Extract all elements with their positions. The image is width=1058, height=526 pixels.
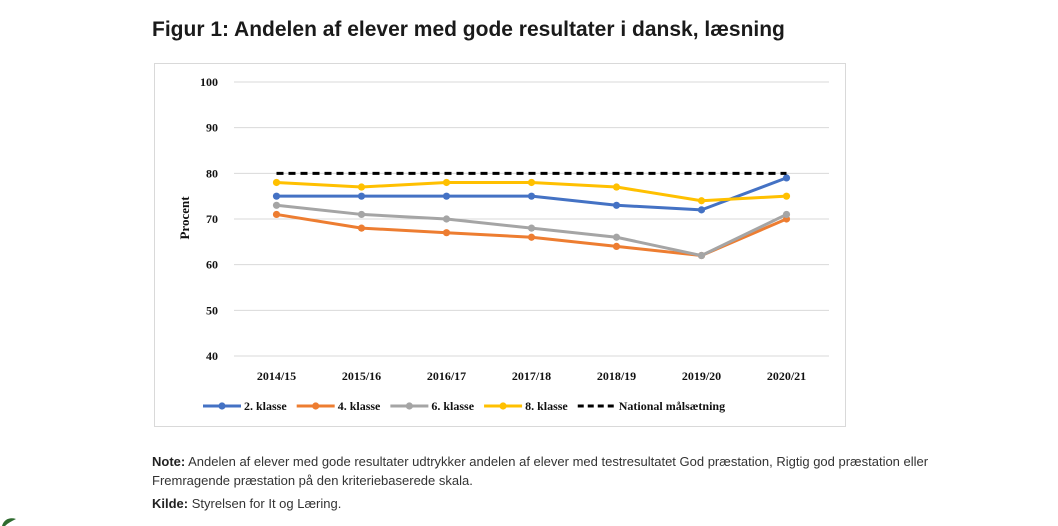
y-tick-label: 60 xyxy=(206,258,218,272)
data-point xyxy=(527,192,536,200)
data-point xyxy=(697,251,706,260)
data-point xyxy=(527,233,536,241)
x-tick-label: 2020/21 xyxy=(767,369,806,383)
data-point xyxy=(612,233,621,241)
y-tick-label: 100 xyxy=(200,75,218,89)
source: Kilde: Styrelsen for It og Læring. xyxy=(152,496,341,511)
note-text: Andelen af elever med gode resultater ud… xyxy=(152,454,929,488)
legend-marker xyxy=(499,402,507,410)
data-point xyxy=(442,215,451,223)
figure-title: Figur 1: Andelen af elever med gode resu… xyxy=(152,18,785,41)
legend-item: 8. klasse xyxy=(484,399,568,413)
legend-item: 2. klasse xyxy=(203,399,287,413)
source-label: Kilde: xyxy=(152,496,189,511)
data-point xyxy=(527,224,536,232)
data-point xyxy=(442,178,451,187)
legend-marker xyxy=(218,402,226,410)
data-point xyxy=(697,197,706,205)
legend-item: National målsætning xyxy=(577,399,725,413)
legend-label: 8. klasse xyxy=(525,399,568,413)
data-point xyxy=(612,201,621,209)
legend-item: 4. klasse xyxy=(296,399,381,413)
series-lines xyxy=(272,171,791,260)
data-point xyxy=(442,192,451,200)
note-label: Note: xyxy=(152,454,186,469)
data-point xyxy=(272,178,281,187)
legend-label: 2. klasse xyxy=(244,399,287,413)
series-4-klasse xyxy=(272,210,791,260)
data-point xyxy=(442,229,451,237)
data-point xyxy=(612,183,621,191)
data-point xyxy=(357,183,366,191)
y-tick-label: 50 xyxy=(206,303,218,317)
x-tick-label: 2018/19 xyxy=(597,369,636,383)
y-axis-ticks: 40 50 60 70 80 90 100 xyxy=(200,75,218,363)
y-tick-label: 70 xyxy=(206,212,218,226)
legend-marker xyxy=(312,402,320,410)
y-axis-label: Procent xyxy=(177,196,192,240)
y-tick-label: 90 xyxy=(206,121,218,135)
series-2-klasse xyxy=(272,174,791,214)
legend-label: 6. klasse xyxy=(431,399,474,413)
data-point xyxy=(782,192,791,200)
x-tick-label: 2017/18 xyxy=(512,369,551,383)
x-tick-label: 2019/20 xyxy=(682,369,721,383)
data-point xyxy=(272,192,281,200)
legend-item: 6. klasse xyxy=(390,399,475,413)
legend-label: National målsætning xyxy=(619,399,725,413)
data-point xyxy=(612,242,621,250)
data-point xyxy=(357,210,366,219)
decorative-leaf-icon xyxy=(2,518,16,526)
data-point xyxy=(357,192,366,200)
data-point xyxy=(272,210,281,219)
legend: 2. klasse 4. klasse 6. klasse 8. klasse Nati… xyxy=(203,399,725,413)
series-6-klasse xyxy=(272,201,791,260)
series-8-klasse xyxy=(272,178,791,205)
y-tick-label: 80 xyxy=(206,166,218,180)
source-text: Styrelsen for It og Læring. xyxy=(191,496,342,511)
data-point xyxy=(357,224,366,232)
y-tick-label: 40 xyxy=(206,349,218,363)
legend-label: 4. klasse xyxy=(338,399,381,413)
x-tick-label: 2014/15 xyxy=(257,369,296,383)
data-point xyxy=(782,210,791,219)
grid-lines xyxy=(234,81,829,357)
legend-marker xyxy=(405,402,413,410)
data-point xyxy=(782,174,791,182)
data-point xyxy=(697,206,706,214)
chart-frame: 40 50 60 70 80 90 100 2014/15 2015/16 2016/17 201… xyxy=(154,63,846,427)
x-tick-label: 2015/16 xyxy=(342,369,381,383)
data-point xyxy=(272,201,281,209)
note: Note: Andelen af elever med gode resulta… xyxy=(152,452,952,490)
x-tick-label: 2016/17 xyxy=(427,369,466,383)
data-point xyxy=(527,178,536,187)
x-axis-ticks: 2014/15 2015/16 2016/17 2017/18 2018/19 2019/… xyxy=(257,369,806,383)
